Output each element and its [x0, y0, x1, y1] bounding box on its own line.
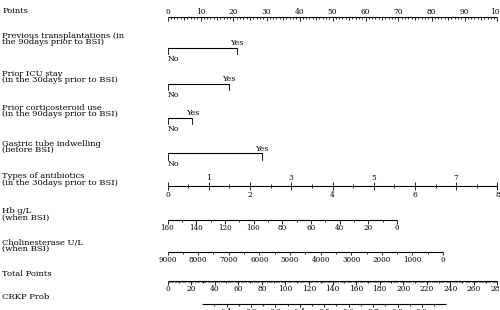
Text: Gastric tube indwelling: Gastric tube indwelling — [2, 140, 102, 148]
Text: 1: 1 — [206, 174, 211, 182]
Text: 140: 140 — [190, 224, 203, 232]
Text: Yes: Yes — [255, 144, 268, 153]
Text: 9000: 9000 — [158, 256, 177, 264]
Text: 10: 10 — [196, 8, 205, 16]
Text: 240: 240 — [443, 285, 458, 293]
Text: (when BSI): (when BSI) — [2, 214, 50, 222]
Text: 0: 0 — [165, 285, 170, 293]
Text: Yes: Yes — [222, 75, 235, 83]
Text: Total Points: Total Points — [2, 270, 52, 278]
Text: Prior ICU stay: Prior ICU stay — [2, 70, 63, 78]
Text: 180: 180 — [372, 285, 387, 293]
Text: Points: Points — [2, 7, 29, 15]
Text: 0: 0 — [165, 191, 170, 199]
Text: No: No — [168, 91, 179, 99]
Text: 6000: 6000 — [250, 256, 268, 264]
Text: 5: 5 — [372, 174, 376, 182]
Text: 0.5: 0.5 — [318, 308, 330, 310]
Text: (before BSI): (before BSI) — [2, 146, 54, 154]
Text: 4: 4 — [330, 191, 335, 199]
Text: 0: 0 — [440, 256, 446, 264]
Text: 30: 30 — [262, 8, 271, 16]
Text: Cholinesterase U/L: Cholinesterase U/L — [2, 239, 84, 247]
Text: 0: 0 — [165, 8, 170, 16]
Text: 0.7: 0.7 — [367, 308, 379, 310]
Text: 0.9: 0.9 — [416, 308, 428, 310]
Text: 0.8: 0.8 — [392, 308, 404, 310]
Text: 0.1: 0.1 — [220, 308, 232, 310]
Text: No: No — [168, 125, 179, 133]
Text: No: No — [168, 55, 179, 63]
Text: 80: 80 — [278, 224, 287, 232]
Text: 220: 220 — [420, 285, 434, 293]
Text: 7000: 7000 — [220, 256, 238, 264]
Text: 8000: 8000 — [189, 256, 208, 264]
Text: 40: 40 — [210, 285, 220, 293]
Text: 40: 40 — [335, 224, 344, 232]
Text: Prior corticosteroid use: Prior corticosteroid use — [2, 104, 102, 112]
Text: 2: 2 — [248, 191, 252, 199]
Text: 100: 100 — [246, 224, 260, 232]
Text: 40: 40 — [294, 8, 304, 16]
Text: No: No — [168, 160, 179, 168]
Text: 160: 160 — [349, 285, 363, 293]
Text: 280: 280 — [490, 285, 500, 293]
Text: Hb g/L: Hb g/L — [2, 207, 32, 215]
Text: 20: 20 — [364, 224, 372, 232]
Text: (when BSI): (when BSI) — [2, 245, 50, 253]
Text: (in the 30days prior to BSI): (in the 30days prior to BSI) — [2, 76, 118, 84]
Text: 0.6: 0.6 — [342, 308, 354, 310]
Text: 5000: 5000 — [281, 256, 299, 264]
Text: 0.3: 0.3 — [270, 308, 281, 310]
Text: (in the 90days prior to BSI): (in the 90days prior to BSI) — [2, 110, 118, 118]
Text: 20: 20 — [228, 8, 238, 16]
Text: 120: 120 — [302, 285, 316, 293]
Text: 100: 100 — [278, 285, 292, 293]
Text: 70: 70 — [394, 8, 403, 16]
Text: Previous transplantations (in: Previous transplantations (in — [2, 32, 124, 40]
Text: 3000: 3000 — [342, 256, 360, 264]
Text: 50: 50 — [328, 8, 337, 16]
Text: 0.4: 0.4 — [294, 308, 306, 310]
Text: 200: 200 — [396, 285, 410, 293]
Text: 100: 100 — [490, 8, 500, 16]
Text: 3: 3 — [289, 174, 294, 182]
Text: 80: 80 — [427, 8, 436, 16]
Text: 0: 0 — [394, 224, 399, 232]
Text: 140: 140 — [326, 285, 340, 293]
Text: 60: 60 — [361, 8, 370, 16]
Text: 2000: 2000 — [372, 256, 391, 264]
Text: 7: 7 — [454, 174, 458, 182]
Text: 20: 20 — [186, 285, 196, 293]
Text: CRKP Prob: CRKP Prob — [2, 293, 50, 301]
Text: 80: 80 — [257, 285, 266, 293]
Text: 0.2: 0.2 — [245, 308, 257, 310]
Text: 6: 6 — [412, 191, 418, 199]
Text: 1000: 1000 — [403, 256, 421, 264]
Text: 8: 8 — [495, 191, 500, 199]
Text: Yes: Yes — [230, 39, 243, 47]
Text: 120: 120 — [218, 224, 232, 232]
Text: 90: 90 — [460, 8, 469, 16]
Text: 160: 160 — [160, 224, 174, 232]
Text: 60: 60 — [234, 285, 243, 293]
Text: the 90days prior to BSI): the 90days prior to BSI) — [2, 38, 104, 46]
Text: 4000: 4000 — [312, 256, 330, 264]
Text: Types of antibiotics: Types of antibiotics — [2, 172, 85, 180]
Text: 260: 260 — [467, 285, 481, 293]
Text: (in the 30days prior to BSI): (in the 30days prior to BSI) — [2, 179, 118, 187]
Text: Yes: Yes — [186, 109, 199, 117]
Text: 60: 60 — [306, 224, 316, 232]
